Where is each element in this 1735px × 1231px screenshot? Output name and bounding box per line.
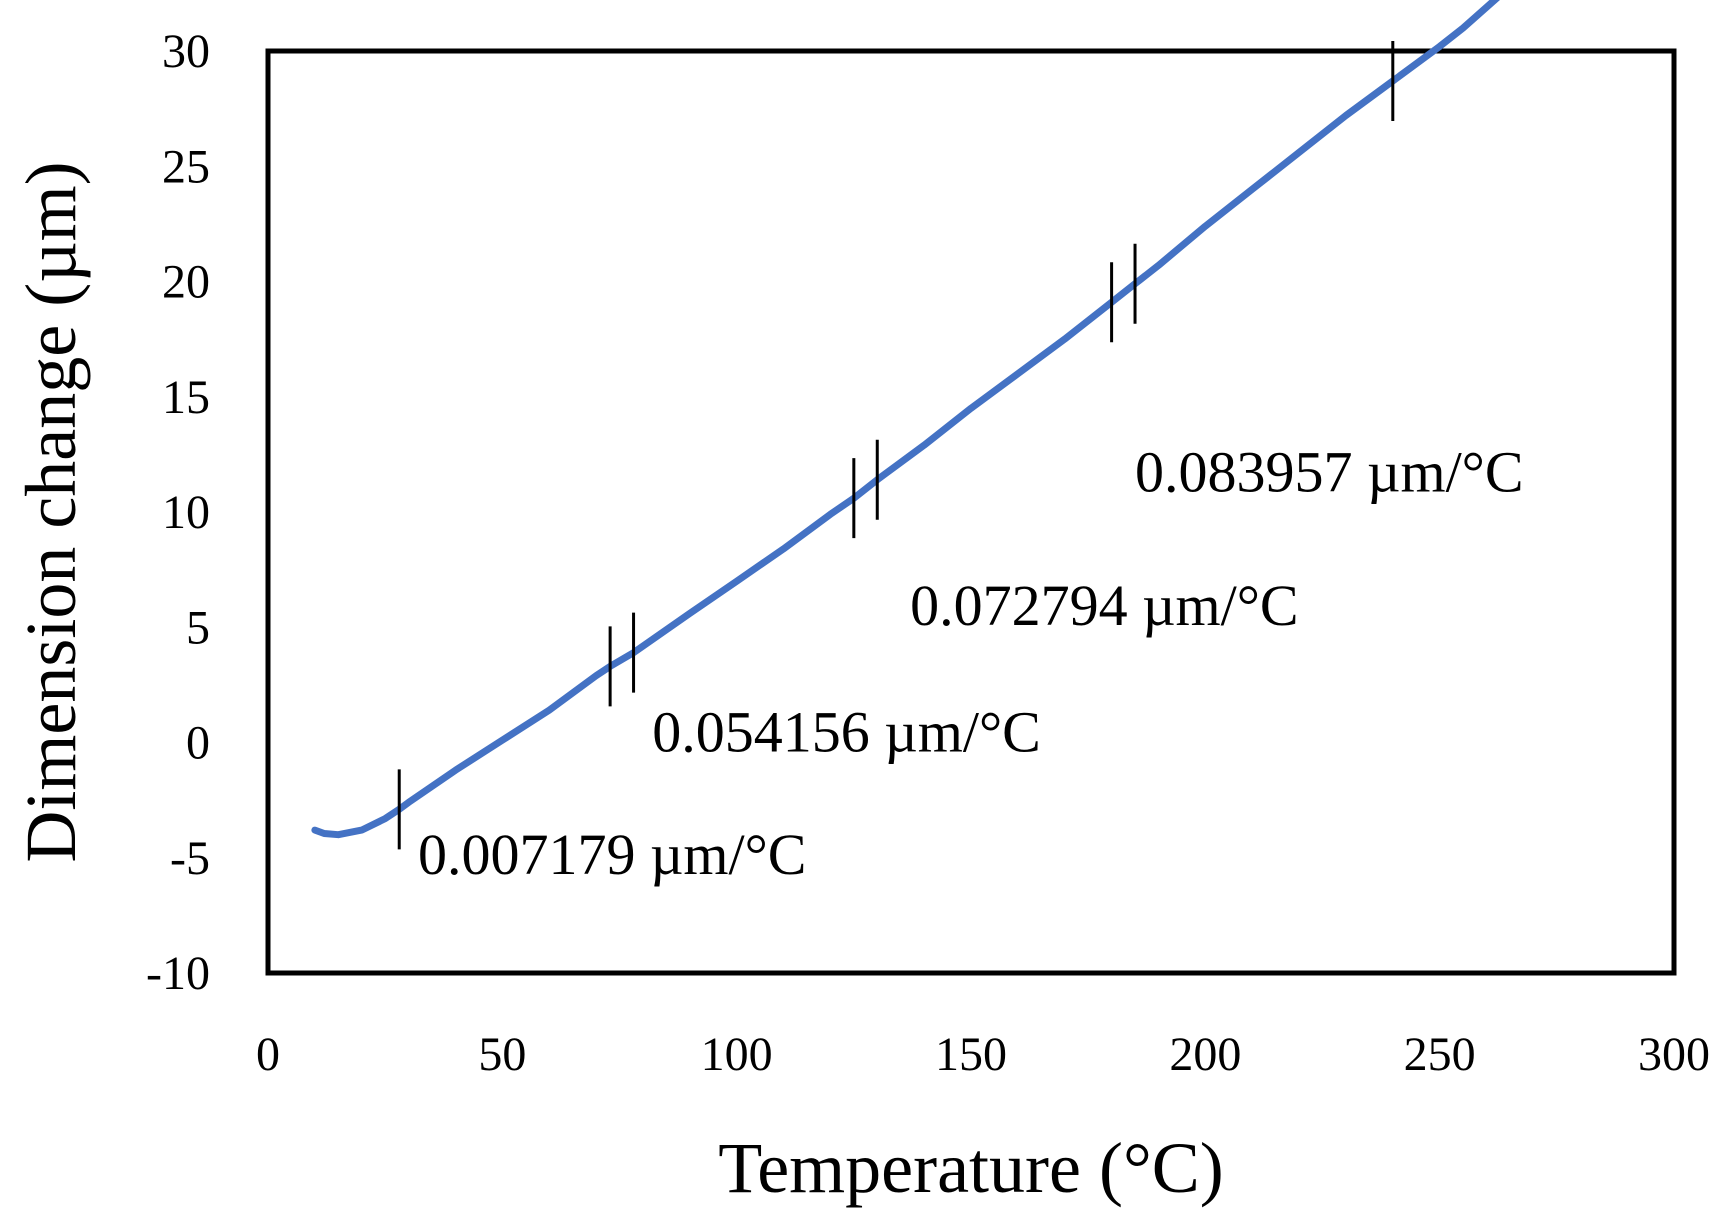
y-tick-label: 30 bbox=[162, 25, 210, 78]
x-tick-label: 50 bbox=[478, 1028, 526, 1081]
y-tick-label: 0 bbox=[186, 717, 210, 770]
slope-annotation: 0.072794 µm/°C bbox=[910, 573, 1299, 638]
y-tick-label: -5 bbox=[170, 832, 210, 885]
y-axis-tick-labels: -10 -5 0 5 10 15 20 25 30 bbox=[146, 25, 210, 1000]
y-tick-label: 25 bbox=[162, 140, 210, 193]
y-axis-title: Dimension change (µm) bbox=[11, 161, 91, 862]
slope-annotation: 0.054156 µm/°C bbox=[652, 700, 1041, 765]
transition-markers bbox=[397, 40, 1395, 850]
plot-frame bbox=[265, 48, 1677, 976]
series-line-dimension-change bbox=[311, 0, 1500, 839]
x-tick-label: 100 bbox=[701, 1028, 773, 1081]
x-tick-label: 0 bbox=[256, 1028, 280, 1081]
slope-annotations: 0.007179 µm/°C 0.054156 µm/°C 0.072794 µm/… bbox=[418, 439, 1524, 887]
x-axis-tick-labels: 0 50 100 150 200 250 300 bbox=[256, 1028, 1710, 1081]
y-tick-label: 20 bbox=[162, 256, 210, 309]
x-axis-title: Temperature (°C) bbox=[718, 1128, 1224, 1208]
y-tick-label: 15 bbox=[162, 371, 210, 424]
x-tick-label: 150 bbox=[935, 1028, 1007, 1081]
y-tick-label: 10 bbox=[162, 486, 210, 539]
y-tick-label: 5 bbox=[186, 601, 210, 654]
y-tick-label: -10 bbox=[146, 947, 210, 1000]
x-tick-label: 200 bbox=[1169, 1028, 1241, 1081]
x-tick-label: 300 bbox=[1638, 1028, 1710, 1081]
x-tick-label: 250 bbox=[1404, 1028, 1476, 1081]
slope-annotation: 0.007179 µm/°C bbox=[418, 822, 807, 887]
slope-annotation: 0.083957 µm/°C bbox=[1135, 439, 1524, 504]
